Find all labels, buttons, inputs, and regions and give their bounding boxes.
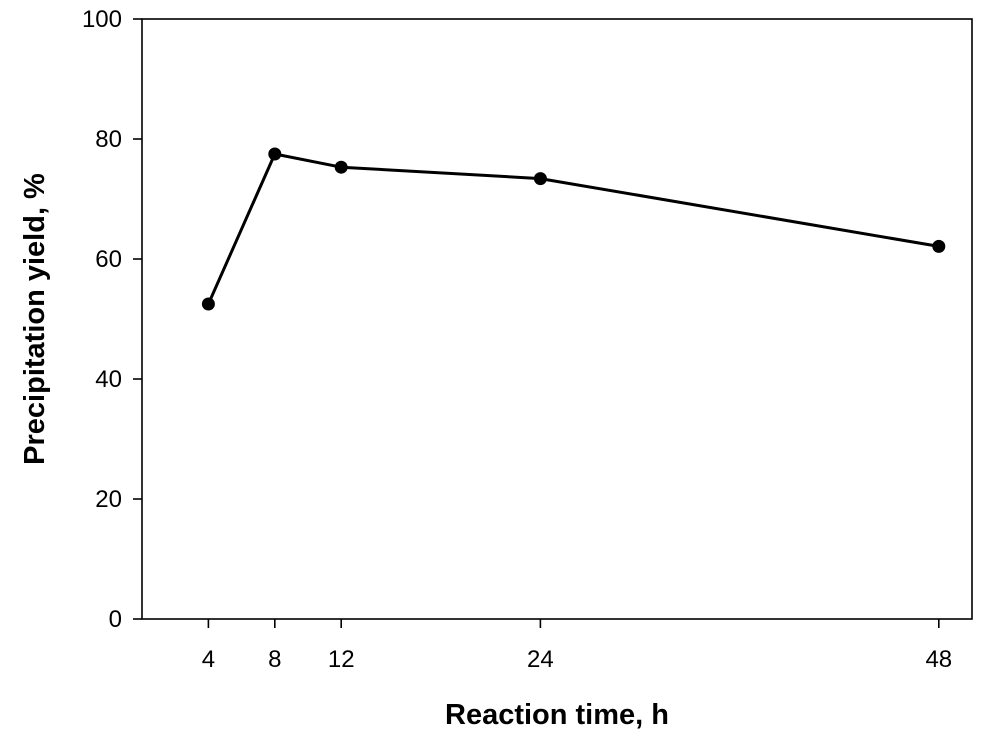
x-tick-label: 12: [328, 646, 355, 673]
data-point: [201, 297, 215, 311]
x-tick-label: 24: [527, 646, 554, 673]
y-tick-label: 20: [95, 486, 122, 513]
x-tick-label: 4: [202, 646, 215, 673]
y-tick-label: 40: [95, 366, 122, 393]
y-tick-label: 80: [95, 126, 122, 153]
x-tick-label: 8: [268, 646, 281, 673]
plot-frame: [141, 18, 973, 620]
y-tick-label: 0: [109, 606, 122, 633]
x-axis-title: Reaction time, h: [445, 699, 669, 731]
data-point: [932, 239, 946, 253]
y-axis: 0 20 40 60 80 100: [82, 6, 142, 633]
series-line: [207, 152, 940, 305]
data-point: [268, 147, 282, 161]
y-tick-label: 100: [82, 6, 122, 33]
series-layer: [201, 147, 946, 311]
data-point: [533, 172, 547, 186]
x-axis: 4 8 12 24 48: [202, 619, 952, 673]
y-tick-label: 60: [95, 246, 122, 273]
data-point: [334, 160, 348, 174]
y-axis-title: Precipitation yield, %: [19, 173, 51, 465]
x-tick-label: 48: [925, 646, 952, 673]
